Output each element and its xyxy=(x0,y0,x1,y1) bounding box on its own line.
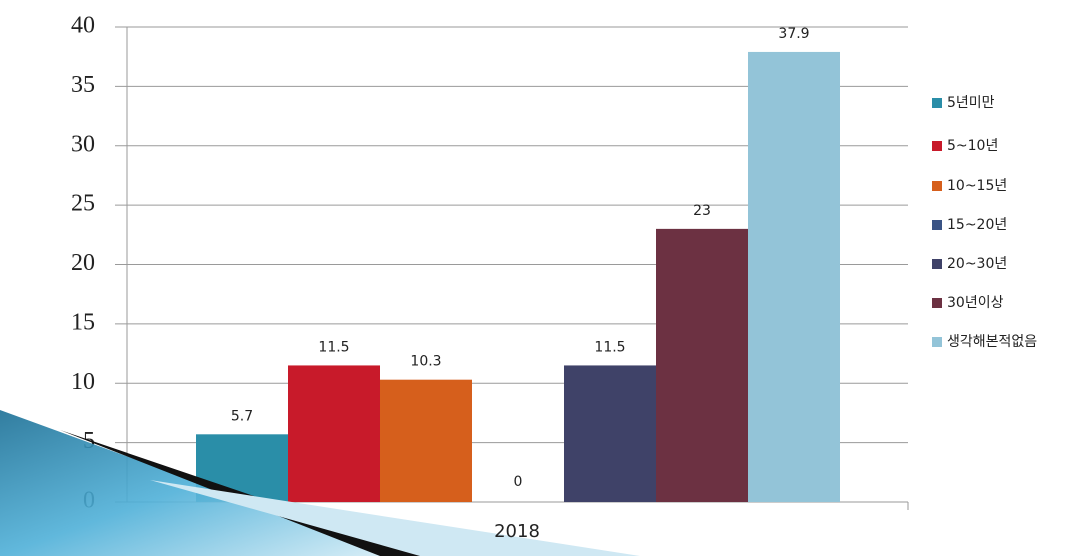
legend-label: 5년미만 xyxy=(947,95,995,111)
data-label: 11.5 xyxy=(594,339,625,355)
plot-area: 0510152025303540 xyxy=(71,13,909,514)
bar xyxy=(380,379,472,502)
legend-swatch xyxy=(932,337,942,347)
data-label: 11.5 xyxy=(318,339,349,355)
y-tick-label: 25 xyxy=(71,191,95,217)
bar xyxy=(288,365,380,502)
y-tick-label: 20 xyxy=(71,250,95,276)
data-label: 0 xyxy=(514,474,523,490)
bar xyxy=(564,365,656,502)
y-tick-label: 10 xyxy=(71,369,95,395)
bar xyxy=(656,228,748,502)
legend-label: 생각해본적없음 xyxy=(947,334,1037,350)
bar xyxy=(748,51,840,502)
legend-swatch xyxy=(932,141,942,151)
legend-label: 10~15년 xyxy=(947,178,1007,194)
legend-swatch xyxy=(932,259,942,269)
decoration xyxy=(0,410,640,556)
data-label: 10.3 xyxy=(410,354,441,370)
data-label: 37.9 xyxy=(778,26,809,42)
data-label: 5.7 xyxy=(231,408,253,424)
labels: 2018 5.7 11.5 10.3 0 11.5 23 37.9 5년미만 5~10년 10~15… xyxy=(231,26,1037,542)
legend-label: 15~20년 xyxy=(947,217,1007,233)
y-tick-label: 30 xyxy=(71,131,95,157)
y-tick-label: 15 xyxy=(71,309,95,335)
legend-label: 30년이상 xyxy=(947,295,1004,311)
legend-swatch xyxy=(932,98,942,108)
legend-label: 5~10년 xyxy=(947,138,998,154)
x-tick-label: 2018 xyxy=(494,521,540,542)
y-tick-label: 35 xyxy=(71,72,95,98)
y-tick-label: 40 xyxy=(71,13,95,39)
data-label: 23 xyxy=(693,203,711,219)
legend-swatch xyxy=(932,181,942,191)
legend-swatch xyxy=(932,298,942,308)
legend-label: 20~30년 xyxy=(947,256,1007,272)
legend-swatch xyxy=(932,220,942,230)
